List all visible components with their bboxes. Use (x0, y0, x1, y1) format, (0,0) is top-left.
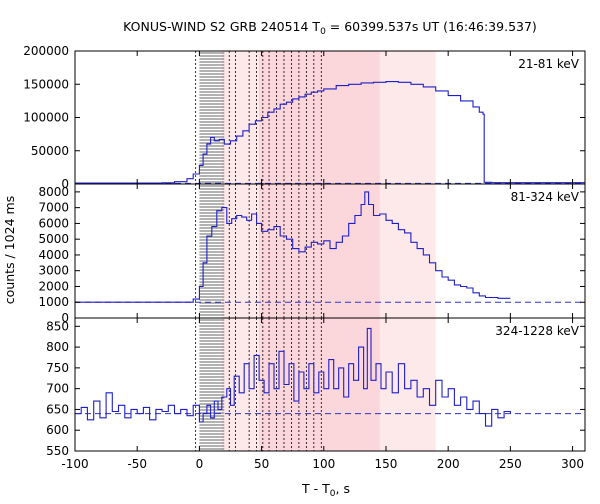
shaded-band-2 (259, 318, 380, 451)
y-tick-label: 8000 (38, 185, 69, 199)
x-tick-label: -100 (61, 457, 88, 471)
shaded-band-2 (259, 184, 380, 318)
y-tick-label: 6000 (38, 216, 69, 230)
y-tick-label: 7000 (38, 201, 69, 215)
lightcurve-series (75, 327, 511, 427)
energy-band-label: 324-1228 keV (495, 324, 579, 338)
y-axis-label: counts / 1024 ms (2, 196, 17, 304)
x-tick-label: 50 (254, 457, 269, 471)
y-tick-label: 600 (46, 423, 69, 437)
x-axis-label: T - T0, s (301, 481, 350, 499)
y-tick-label: 650 (46, 402, 69, 416)
y-tick-label: 3000 (38, 264, 69, 278)
x-tick-label: 100 (312, 457, 335, 471)
x-tick-label: 200 (437, 457, 460, 471)
y-tick-label: 5000 (38, 232, 69, 246)
y-tick-label: 4000 (38, 248, 69, 262)
panel-3: 550 600 650 700 750 800 850 324-1228 keV (46, 317, 586, 458)
energy-band-label: 81-324 keV (511, 190, 580, 204)
x-tick-label: 300 (561, 457, 584, 471)
y-tick-label: 2000 (38, 279, 69, 293)
y-tick-label: 100000 (23, 111, 69, 125)
y-tick-label: 750 (46, 361, 69, 375)
x-tick-label: 250 (499, 457, 522, 471)
x-tick-label: -50 (127, 457, 147, 471)
y-tick-label: 800 (46, 340, 69, 354)
y-tick-label: 1000 (38, 295, 69, 309)
y-tick-label: 50000 (31, 144, 69, 158)
y-tick-label: 0 (61, 177, 69, 191)
y-tick-label: 150000 (23, 77, 69, 91)
y-tick-label: 850 (46, 319, 69, 333)
panel-frame (74, 317, 586, 452)
y-tick-label: 200000 (23, 44, 69, 58)
y-tick-label: 700 (46, 382, 69, 396)
x-tick-label: 150 (375, 457, 398, 471)
energy-band-label: 21-81 keV (518, 57, 580, 71)
lightcurve-series (75, 81, 586, 184)
panel-1: 0 50000 100000 150000 200000 21-81 keV (23, 44, 586, 191)
x-tick-label: 0 (196, 457, 204, 471)
lightcurve-series (75, 191, 511, 303)
shaded-band-2 (259, 51, 380, 184)
y-tick-label: 550 (46, 444, 69, 458)
y-tick-label: 0 (61, 311, 69, 325)
chart-title: KONUS-WIND S2 GRB 240514 T0 = 60399.537s… (123, 19, 537, 37)
